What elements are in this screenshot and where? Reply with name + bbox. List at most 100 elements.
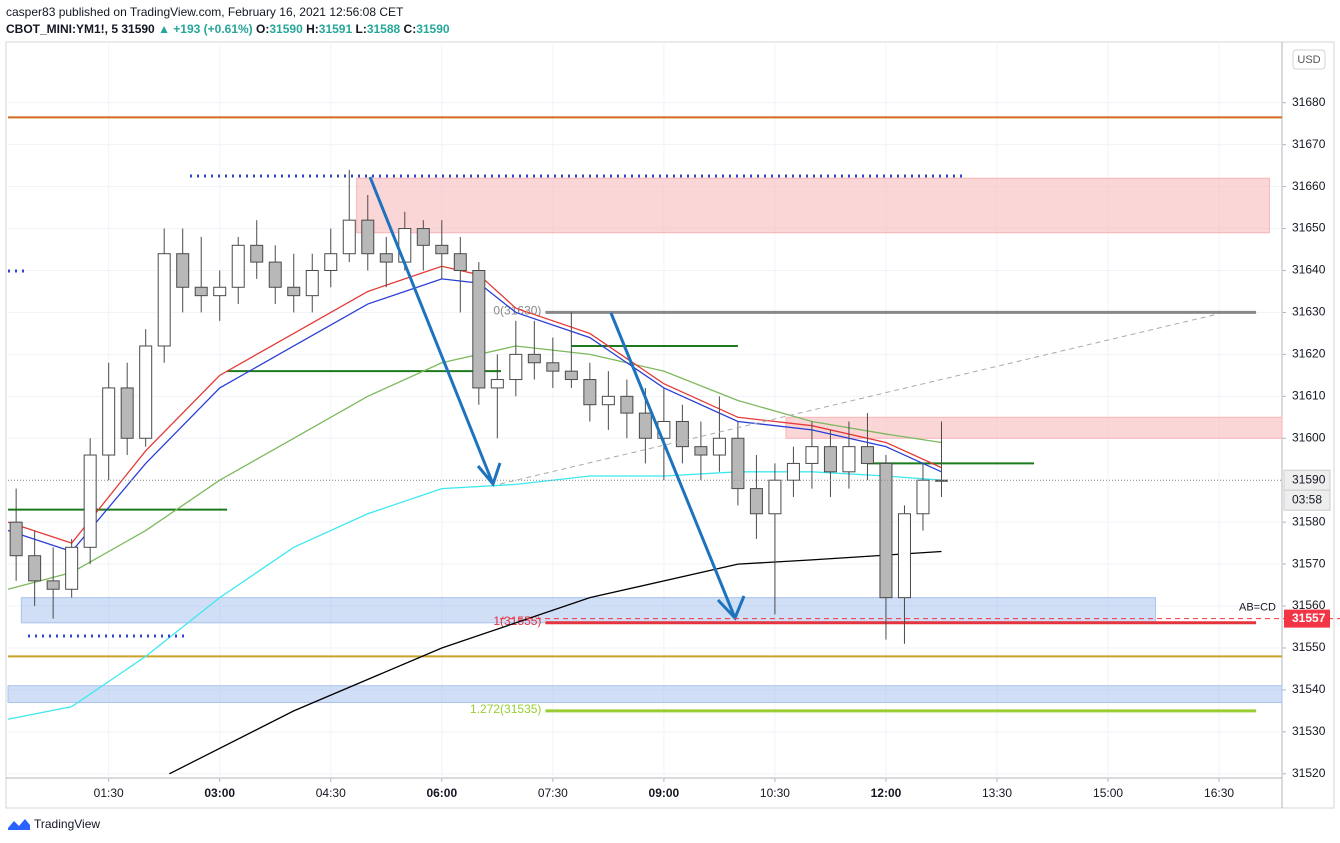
candle-body [638, 412, 652, 439]
candle-body [768, 479, 782, 515]
frame [5, 41, 1335, 809]
y-tick-label: 31640 [1292, 263, 1326, 277]
candle-body [305, 269, 319, 297]
dashed-line [499, 313, 1219, 485]
brand: TradingView [34, 817, 100, 831]
candle-body [28, 555, 42, 582]
x-tick-label: 09:00 [649, 786, 680, 800]
candle-body [194, 286, 208, 297]
currency-box [1292, 49, 1326, 70]
candle-body [65, 546, 79, 590]
candle-body [46, 580, 60, 590]
candle-body [749, 488, 763, 515]
x-tick-label: 16:30 [1204, 786, 1234, 800]
y-tick-label: 31680 [1292, 95, 1326, 109]
y-tick-label: 31620 [1292, 347, 1326, 361]
y-tick-label: 31580 [1292, 514, 1326, 528]
candle-body [897, 513, 911, 599]
candle-body [453, 253, 467, 271]
countdown: 03:58 [1292, 492, 1322, 506]
x-tick-label: 01:30 [94, 786, 124, 800]
pattern-label: AB=CD [1239, 602, 1276, 614]
candle-body [786, 462, 800, 481]
y-tick-label: 31570 [1292, 556, 1326, 570]
candle-body [83, 454, 97, 548]
y-tick-label: 31520 [1292, 766, 1326, 780]
candle-body [712, 437, 726, 456]
candle-body [842, 446, 856, 473]
ohlc-value: 31591 [318, 22, 353, 36]
plot: 0(31630) 1(31555) 1.272(31535) [7, 42, 1283, 778]
x-tick-label: 04:30 [316, 786, 346, 800]
x-tick-label: 03:00 [204, 786, 235, 800]
x-tick-label: 12:00 [871, 786, 902, 800]
ohlc-values: O:31590 H:31591 L:31588 C:31590 [256, 22, 450, 36]
symbol-line: CBOT_MINI:YM1!, 5 31590 ▲ +193 (+0.61%) … [6, 21, 450, 38]
y-tick-label: 31550 [1292, 640, 1326, 654]
header: casper83 published on TradingView.com, F… [6, 4, 450, 38]
candle-body [472, 269, 486, 389]
candle-body [527, 353, 541, 364]
candle-body [361, 219, 375, 255]
level-label: 1(31555) [493, 614, 541, 628]
ohlc-label: O: [256, 22, 270, 36]
candle-body [102, 387, 116, 456]
y-tick-label: 31670 [1292, 137, 1326, 151]
y-tick-label: 31600 [1292, 430, 1326, 444]
candle-body [564, 370, 578, 381]
y-tick-label: 31540 [1292, 682, 1326, 696]
y-tick-label: 31660 [1292, 179, 1326, 193]
current-price-label: 31590 [1292, 472, 1326, 486]
candle-body [342, 219, 356, 255]
candle-body [120, 387, 134, 439]
last-price: 31590 [121, 22, 155, 36]
ma-line [169, 550, 942, 775]
level-label: 1.272(31535) [470, 702, 541, 716]
x-tick-label: 13:30 [982, 786, 1012, 800]
candle-body [731, 437, 745, 490]
ohlc-label: C: [403, 22, 417, 36]
candle-body [9, 521, 23, 557]
pattern-price-label: 31557 [1292, 611, 1326, 625]
ohlc-value: 31590 [269, 22, 303, 36]
currency: USD [1297, 54, 1320, 66]
change: ▲ +193 (+0.61%) [158, 22, 253, 36]
zone [7, 685, 1283, 704]
candle-body [805, 446, 819, 464]
candle-body [324, 253, 338, 271]
candle-body [694, 446, 708, 456]
author-line: casper83 published on TradingView.com, F… [6, 5, 404, 19]
zone [356, 177, 1270, 234]
y-tick-label: 31650 [1292, 221, 1326, 235]
drawings [8, 174, 1219, 638]
candle-body [490, 379, 504, 389]
candle-body [231, 244, 245, 288]
arrow [368, 176, 746, 621]
pattern-price-box [1284, 609, 1330, 628]
candle-body [879, 462, 893, 599]
ohlc-label: L: [355, 22, 367, 36]
candle-body [860, 446, 874, 464]
candle-body [157, 253, 171, 347]
ohlc-value: 31588 [366, 22, 401, 36]
candle-body [287, 286, 301, 297]
arrow-shaft [368, 176, 495, 485]
logo-icon [8, 819, 30, 830]
candle-body [916, 479, 930, 515]
y-tick-label: 31630 [1292, 305, 1326, 319]
arrow-shaft [609, 312, 737, 619]
candle-body [546, 362, 560, 372]
logo [8, 819, 30, 830]
x-tick-label: 15:00 [1093, 786, 1123, 800]
candle-body [601, 395, 615, 406]
arrow-head [716, 595, 746, 621]
candle-body [583, 379, 597, 406]
y-tick-label: 31560 [1292, 598, 1326, 612]
countdown-box [1283, 489, 1331, 511]
candle-body [268, 261, 282, 288]
candle-body [435, 244, 449, 255]
x-tick-label: 06:00 [426, 786, 457, 800]
candle-body [176, 253, 190, 288]
arrow-head [476, 462, 502, 488]
